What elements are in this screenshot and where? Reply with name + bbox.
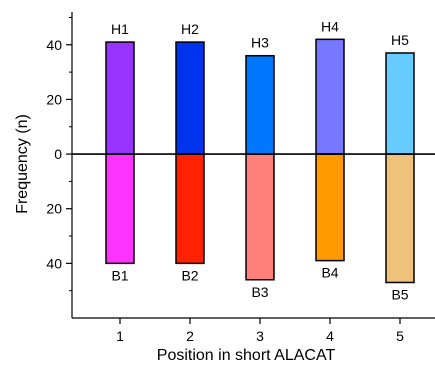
bar-h1 <box>105 41 135 155</box>
y-axis-title: Frequency (n) <box>14 114 31 214</box>
bar-b1 <box>105 153 135 265</box>
lower-bars <box>105 153 415 284</box>
bar-h2 <box>175 41 205 155</box>
bar-label-h5: H5 <box>391 32 409 48</box>
bar-h5 <box>385 52 415 155</box>
axes: 1 2 3 4 5 40 20 0 20 40 <box>46 12 435 344</box>
bar-b4 <box>315 153 345 262</box>
y-tick-label: 20 <box>46 201 62 217</box>
y-tick-label: 20 <box>46 91 62 107</box>
bar-label-h2: H2 <box>181 21 199 37</box>
bar-label-b3: B3 <box>251 284 268 300</box>
bar-label-b4: B4 <box>321 265 338 281</box>
bar-b5 <box>385 153 415 284</box>
bar-b2 <box>175 153 205 265</box>
x-tick-label: 4 <box>326 328 334 344</box>
y-tick-label: 40 <box>46 37 62 53</box>
x-tick-label: 1 <box>116 328 124 344</box>
bar-labels: H1 B1 H2 B2 H3 B3 H4 B4 H5 B5 <box>111 18 409 302</box>
bar-label-h3: H3 <box>251 35 269 51</box>
x-tick-label: 2 <box>186 328 194 344</box>
x-axis-title: Position in short ALACAT <box>157 347 336 364</box>
bar-label-b2: B2 <box>181 267 198 283</box>
y-tick-label: 40 <box>46 255 62 271</box>
upper-bars <box>105 38 415 155</box>
y-tick-label: 0 <box>54 146 62 162</box>
bar-h3 <box>245 54 275 155</box>
x-tick-label: 3 <box>256 328 264 344</box>
bar-label-b5: B5 <box>391 286 408 302</box>
bar-label-b1: B1 <box>111 267 128 283</box>
bar-b3 <box>245 153 275 281</box>
x-tick-label: 5 <box>396 328 404 344</box>
bar-h4 <box>315 38 345 155</box>
bar-label-h1: H1 <box>111 21 129 37</box>
bar-label-h4: H4 <box>321 18 339 34</box>
